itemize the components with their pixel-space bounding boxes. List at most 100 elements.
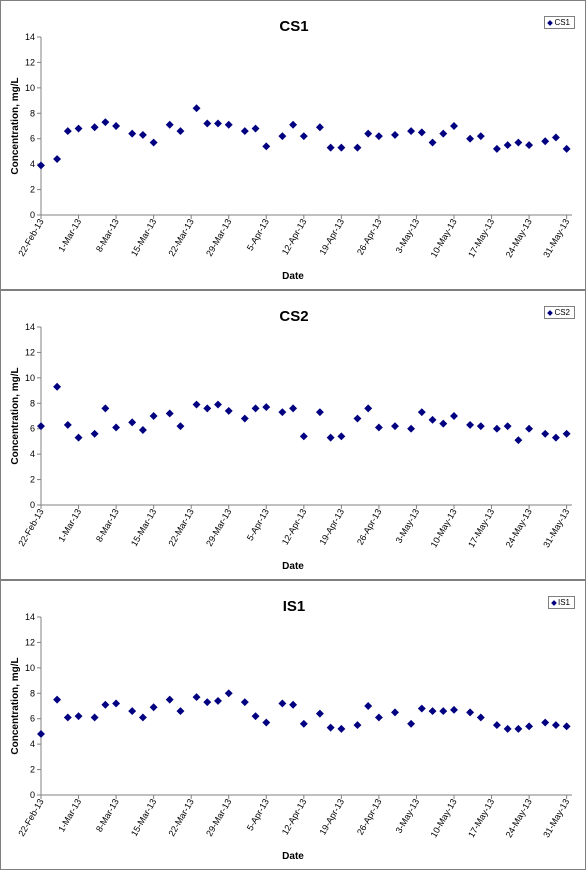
data-point — [337, 724, 346, 733]
data-point — [138, 130, 147, 139]
data-point — [299, 132, 308, 141]
x-tick-label: 31-May-13 — [541, 507, 571, 549]
data-point — [466, 134, 475, 143]
x-tick-label: 12-Apr-13 — [280, 797, 309, 837]
y-tick-label: 0 — [30, 790, 35, 800]
data-point — [289, 120, 298, 129]
data-point — [525, 722, 534, 731]
data-point — [74, 433, 83, 442]
data-point — [391, 130, 399, 139]
y-tick-label: 14 — [25, 32, 35, 42]
y-tick-label: 2 — [30, 475, 35, 485]
data-point — [315, 408, 324, 417]
data-point — [337, 143, 346, 152]
legend-label-cs1: CS1 — [554, 18, 570, 27]
data-point — [391, 708, 399, 717]
x-tick-label: 10-May-13 — [429, 507, 459, 549]
x-tick-label: 15-Mar-13 — [129, 797, 158, 838]
x-tick-label: 15-Mar-13 — [129, 217, 158, 258]
x-tick-label: 1-Mar-13 — [56, 507, 83, 544]
data-point — [551, 721, 560, 730]
x-tick-label: 19-Apr-13 — [317, 217, 346, 257]
x-tick-label: 3-May-13 — [394, 797, 422, 835]
data-point — [391, 422, 399, 431]
data-point — [262, 403, 271, 412]
data-point — [541, 429, 550, 438]
chart-svg-is1: IS1 0 2 4 6 8 10 12 14 22-Feb-13 1-Mar-13 8-Mar-13 1… — [10, 598, 572, 862]
legend-cs1: CS1 — [544, 16, 575, 29]
data-point — [476, 422, 485, 431]
data-point — [525, 141, 534, 150]
x-tick-label: 1-Mar-13 — [56, 217, 83, 254]
data-point — [289, 700, 298, 709]
data-point — [374, 713, 383, 722]
x-tick-label: 24-May-13 — [504, 507, 534, 549]
data-point — [476, 713, 485, 722]
data-point — [353, 721, 362, 730]
data-point — [251, 712, 260, 721]
data-point — [37, 730, 45, 738]
x-axis-label: Date — [282, 271, 304, 282]
x-tick-label: 26-Apr-13 — [355, 217, 384, 257]
data-point — [514, 138, 523, 147]
x-tick-label: 10-May-13 — [429, 797, 459, 839]
data-point — [278, 408, 287, 417]
data-point — [551, 133, 560, 142]
data-point — [428, 707, 437, 716]
data-point — [562, 144, 571, 153]
y-tick-label: 10 — [25, 373, 35, 383]
data-point — [192, 104, 201, 113]
x-tick-label: 12-Apr-13 — [280, 217, 309, 257]
data-point — [315, 123, 324, 132]
data-point — [203, 698, 212, 707]
data-point — [63, 420, 72, 429]
y-tick-label: 6 — [30, 134, 35, 144]
x-tick-label: 17-May-13 — [466, 217, 496, 259]
data-point — [439, 707, 448, 716]
data-point — [299, 719, 308, 728]
chart-svg-cs2: CS2 0 2 4 6 8 10 12 14 22-Feb-13 1-Mar-13 8-Mar-13 1… — [10, 308, 572, 572]
legend-cs2: CS2 — [544, 306, 575, 319]
data-point — [514, 724, 523, 733]
x-tick-label: 24-May-13 — [504, 797, 534, 839]
data-point — [214, 696, 222, 705]
y-tick-label: 10 — [25, 83, 35, 93]
legend-label-cs2: CS2 — [554, 308, 570, 317]
data-point — [374, 132, 383, 141]
data-point — [74, 712, 83, 721]
x-tick-label: 29-Mar-13 — [204, 507, 233, 548]
y-tick-label: 8 — [30, 688, 35, 698]
x-tick-label: 24-May-13 — [504, 217, 534, 259]
x-tick-label: 5-Apr-13 — [245, 507, 271, 542]
x-tick-label: 17-May-13 — [466, 797, 496, 839]
data-point — [112, 122, 121, 130]
data-point — [503, 422, 512, 431]
data-point — [315, 709, 324, 718]
data-point — [326, 723, 335, 732]
x-tick-label: 15-Mar-13 — [129, 507, 158, 548]
y-tick-label: 12 — [25, 637, 35, 647]
data-point — [53, 382, 62, 391]
data-point — [364, 404, 373, 413]
chart-title: IS1 — [283, 598, 306, 615]
data-point — [128, 129, 137, 138]
y-tick-label: 8 — [30, 108, 35, 118]
x-axis-label: Date — [282, 851, 304, 862]
data-point — [337, 432, 346, 441]
data-point — [492, 424, 501, 433]
data-point — [417, 704, 426, 713]
data-point — [176, 707, 185, 716]
data-point — [240, 127, 249, 136]
legend-marker-icon — [551, 599, 557, 606]
data-point — [165, 409, 174, 418]
x-tick-label: 8-Mar-13 — [94, 797, 121, 834]
data-point — [63, 127, 72, 136]
data-point — [128, 418, 137, 427]
data-point — [326, 433, 335, 442]
data-point — [407, 719, 416, 728]
data-point — [53, 155, 62, 164]
data-point — [364, 129, 373, 138]
y-tick-label: 2 — [30, 185, 35, 195]
y-axis-label: Concentration, mg/L — [10, 77, 21, 174]
data-point — [251, 404, 260, 413]
